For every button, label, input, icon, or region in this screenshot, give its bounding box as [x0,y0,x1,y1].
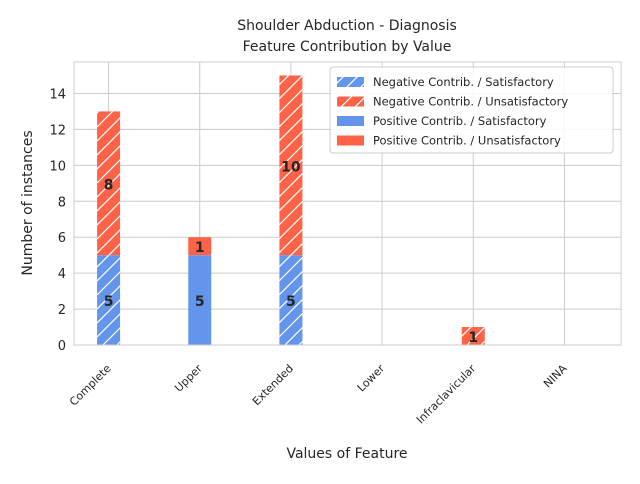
y-tick-label: 10 [49,159,66,174]
y-tick-label: 4 [58,267,66,282]
bar-value-label: 5 [195,294,205,310]
y-tick-label: 0 [58,339,66,354]
legend-swatch [337,135,364,146]
bar-hatch [279,75,303,256]
x-tick-label: Extended [250,362,296,408]
legend: Negative Contrib. / Satisfactory Negative… [329,66,614,154]
y-tick-label: 14 [49,87,66,102]
bar-hatch [279,255,303,345]
bar-value-label: 1 [468,330,478,346]
bars [97,75,485,345]
legend-entry-label: Positive Contrib. / Satisfactory [373,114,547,128]
x-tick-label: Infraclavicular [414,362,479,427]
bar-hatch [97,255,121,345]
bar-segment [188,237,212,256]
bar-segment [188,255,212,345]
bar-value-labels: 5 5 8 10 1 5 1 [104,159,478,346]
legend-box [329,66,614,154]
bar-value-label: 5 [286,294,296,310]
y-axis-label: Number of instances [20,130,36,275]
y-tick-label: 12 [49,123,66,138]
plot-frame [73,61,622,346]
bar-value-label: 8 [104,177,114,193]
bar-hatch [97,111,121,256]
x-axis-label: Values of Feature [286,446,407,462]
x-tick-label: Upper [172,362,205,395]
bar-value-label: 1 [195,240,205,256]
x-tick-label: NINA [541,362,570,391]
legend-swatch-hatch [337,96,364,107]
legend-swatch [337,116,364,126]
legend-entry-label: Positive Contrib. / Unsatisfactory [373,134,561,148]
bar-value-label: 10 [281,159,301,175]
legend-swatch-hatch [337,77,364,87]
bar-hatch [461,327,485,345]
y-tick-label: 6 [58,231,66,246]
chart-title: Shoulder Abduction - Diagnosis [237,18,457,34]
y-tick-label: 8 [58,195,66,210]
bar-value-label: 5 [104,294,114,310]
legend-entry-label: Negative Contrib. / Satisfactory [373,75,554,89]
chart-subtitle: Feature Contribution by Value [243,39,452,55]
y-tick-label: 2 [58,303,66,318]
legend-entry-label: Negative Contrib. / Unsatisfactory [373,95,568,109]
x-tick-label: Lower [355,362,388,395]
x-tick-label: Complete [67,362,114,409]
